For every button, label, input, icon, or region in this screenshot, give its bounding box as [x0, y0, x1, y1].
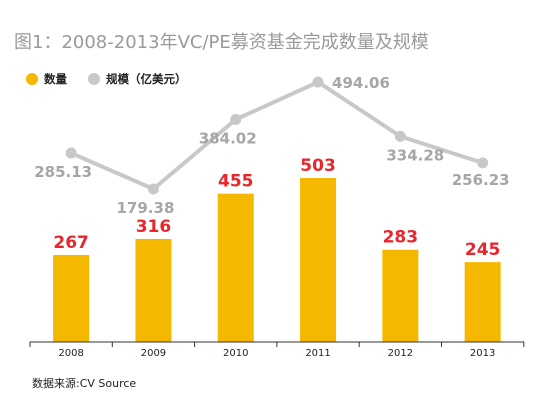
- scale-value-label-2012: 334.28: [386, 146, 444, 164]
- bar-value-label-2009: 316: [136, 217, 172, 237]
- data-source: 数据来源:CV Source: [32, 376, 136, 390]
- bar-value-label-2010: 455: [218, 172, 254, 192]
- bar-2011: [300, 178, 337, 342]
- bar-2013: [464, 262, 501, 342]
- scale-value-label-2013: 256.23: [452, 171, 510, 189]
- bar-value-label-2012: 283: [383, 228, 419, 248]
- bar-2010: [217, 193, 254, 342]
- scale-point-2011: [312, 76, 324, 88]
- legend-label-scale: 规模（亿美元）: [106, 72, 187, 86]
- x-tick-label-2010: 2010: [223, 348, 248, 359]
- chart-title: 图1：2008-2013年VC/PE募资基金完成数量及规模: [14, 32, 429, 53]
- scale-point-2012: [394, 130, 406, 142]
- bar-value-label-2011: 503: [300, 156, 336, 176]
- scale-line: [69, 80, 485, 192]
- bar-2012: [382, 249, 419, 342]
- x-tick-label-2013: 2013: [470, 348, 495, 359]
- scale-value-label-2010: 384.02: [199, 129, 257, 147]
- bar-value-label-2008: 267: [53, 233, 89, 253]
- scale-value-label-2011: 494.06: [332, 74, 390, 92]
- x-tick-label-2012: 2012: [388, 348, 413, 359]
- scale-value-label-2009: 179.38: [117, 199, 175, 217]
- scale-value-label-2008: 285.13: [34, 163, 92, 181]
- legend-label-count: 数量: [44, 72, 67, 86]
- x-tick-label-2008: 2008: [58, 348, 83, 359]
- scale-point-2009: [147, 183, 159, 195]
- scale-point-2013: [477, 157, 489, 169]
- legend-swatch-scale: [88, 73, 100, 85]
- x-tick-label-2009: 2009: [141, 348, 166, 359]
- bar-2008: [53, 254, 90, 342]
- plot-area: 267 316 455 503 283 245 285.13 179.38 384.02 494.…: [29, 74, 525, 359]
- x-tick-label-2011: 2011: [305, 348, 330, 359]
- legend: 数量 规模（亿美元）: [26, 72, 187, 86]
- scale-point-2008: [65, 147, 77, 159]
- bar-value-label-2013: 245: [465, 240, 501, 260]
- scale-point-2010: [230, 113, 242, 125]
- bar-2009: [135, 238, 172, 342]
- legend-swatch-count: [26, 73, 38, 85]
